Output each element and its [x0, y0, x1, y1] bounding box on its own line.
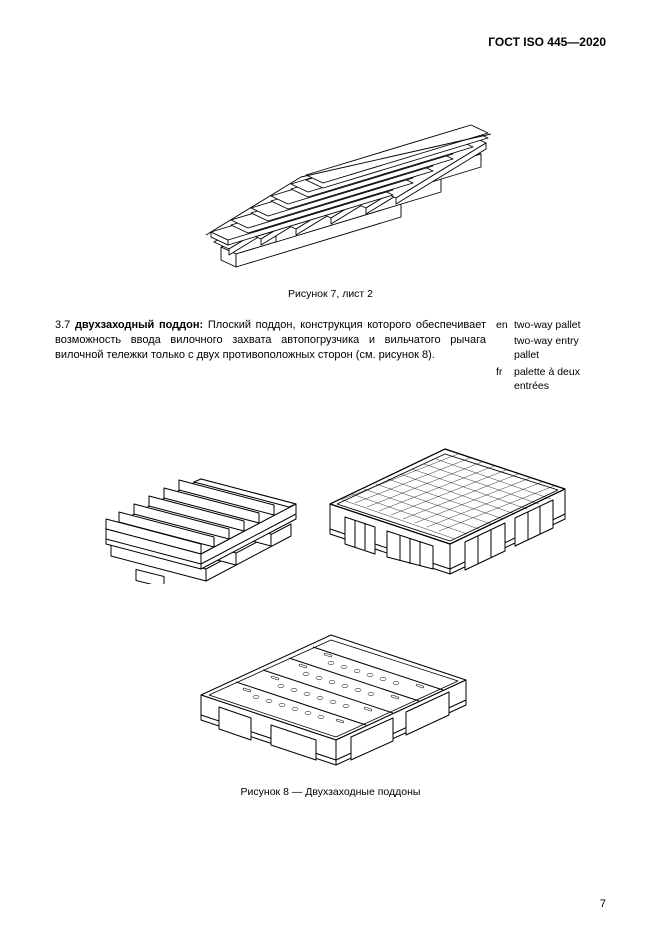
pallet-wood-svg: [86, 409, 311, 584]
pallet-metal-svg: [181, 590, 481, 775]
term-entry-3-7: 3.7 двухзаходный поддон: Плоский поддон,…: [55, 318, 606, 395]
trans-lang-fr: fr: [496, 365, 514, 393]
doc-header: ГОСТ ISO 445—2020: [55, 35, 606, 49]
term-number: 3.7: [55, 319, 70, 331]
figure-7: [55, 67, 606, 280]
trans-fr: palette à deux entrées: [514, 365, 606, 393]
pallet-fig7-svg: [151, 67, 511, 277]
page-number: 7: [600, 898, 606, 910]
trans-lang-en: en: [496, 318, 514, 332]
figure-8-row2: [55, 590, 606, 778]
trans-en-1: two-way pallet: [514, 318, 606, 332]
pallet-plastic-svg: [315, 409, 575, 584]
figure-7-caption: Рисунок 7, лист 2: [55, 288, 606, 300]
figure-8-row1: [55, 409, 606, 584]
term-translations: en two-way pallet two-way entry pallet f…: [496, 318, 606, 395]
term-name: двухзаходный поддон:: [75, 319, 203, 331]
figure-8-caption: Рисунок 8 — Двухзаходные поддоны: [55, 786, 606, 798]
term-main: 3.7 двухзаходный поддон: Плоский поддон,…: [55, 318, 496, 363]
trans-en-2: two-way entry pallet: [514, 334, 606, 362]
